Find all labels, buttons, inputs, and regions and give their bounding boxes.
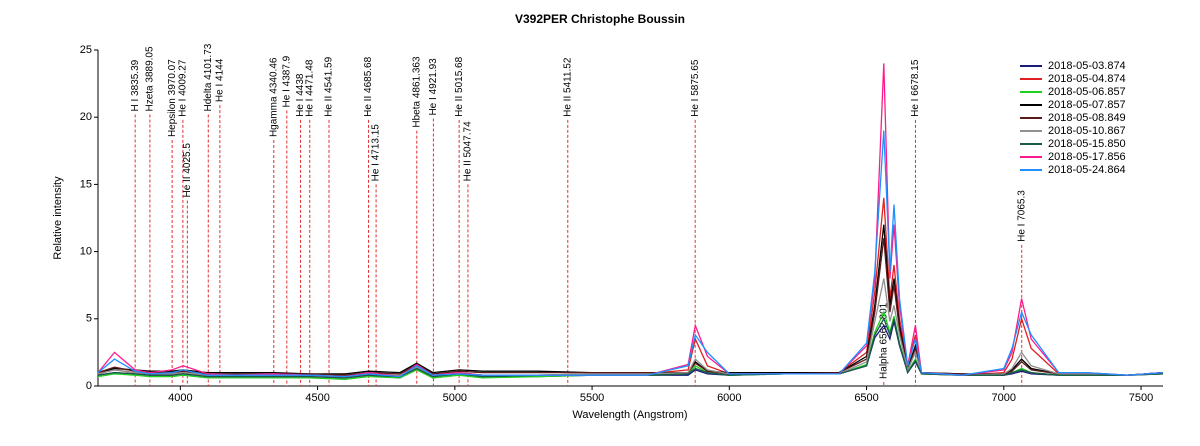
x-tick-label: 5000 [443, 392, 467, 404]
series-line [97, 224, 1164, 376]
y-tick-label: 20 [80, 111, 92, 123]
annotation-label: Hdelta 4101.73 [203, 43, 214, 111]
annotation-label: Hbeta 4861.363 [411, 56, 422, 128]
annotation-label: He II 5411.52 [562, 57, 573, 117]
annotation-label: Halpha 6562.801 [878, 302, 889, 379]
legend-label: 2018-05-10.867 [1048, 125, 1126, 137]
x-tick-label: 4000 [168, 392, 192, 404]
x-tick-label: 4500 [305, 392, 329, 404]
annotation-label: He I 4387.9 [281, 55, 292, 107]
legend-label: 2018-05-06.857 [1048, 86, 1126, 98]
y-tick-label: 0 [86, 380, 92, 392]
annotation-label: He I 4144 [215, 58, 226, 102]
annotation-label: He I 4471.48 [304, 59, 315, 117]
legend-label: 2018-05-08.849 [1048, 112, 1126, 124]
series-line [97, 130, 1164, 378]
annotation-label: H I 3835.39 [130, 59, 141, 111]
annotation-label: He I 4438 [295, 73, 306, 117]
annotation-label: He II 4025.5 [182, 143, 193, 198]
legend-label: 2018-05-03.874 [1048, 60, 1126, 72]
y-tick-label: 10 [80, 246, 92, 258]
annotation-label: Hzeta 3889.05 [145, 46, 156, 111]
legend-label: 2018-05-07.857 [1048, 99, 1126, 111]
x-tick-label: 6000 [717, 392, 741, 404]
annotation-label: He II 5015.68 [454, 56, 465, 116]
y-tick-label: 25 [80, 44, 92, 56]
chart-title: V392PER Christophe Boussin [515, 12, 685, 26]
x-tick-label: 7000 [992, 392, 1016, 404]
annotation-label: Hgamma 4340.46 [268, 57, 279, 137]
series-line [97, 238, 1164, 376]
annotation-label: Hepsilon 3970.07 [167, 59, 178, 137]
annotation-label: He I 4713.15 [371, 124, 382, 182]
series-line [97, 197, 1164, 378]
y-axis-label: Relative intensity [52, 176, 64, 260]
x-axis-label: Wavelength (Angstrom) [572, 409, 687, 421]
annotation-label: He II 4541.59 [324, 56, 335, 116]
annotation-label: He II 4685.68 [363, 56, 374, 116]
annotation-label: He I 6678.15 [910, 59, 921, 117]
x-tick-label: 6500 [854, 392, 878, 404]
legend-label: 2018-05-24.864 [1048, 164, 1126, 176]
y-tick-label: 15 [80, 178, 92, 190]
annotation-label: He I 5875.65 [690, 59, 701, 117]
legend-label: 2018-05-15.850 [1048, 138, 1126, 150]
annotation-label: He I 4009.27 [178, 59, 189, 117]
series-line [97, 278, 1164, 378]
x-tick-label: 5500 [580, 392, 604, 404]
legend-label: 2018-05-17.856 [1048, 151, 1126, 163]
x-tick-label: 7500 [1129, 392, 1153, 404]
annotation-label: He I 7065.3 [1016, 190, 1027, 242]
series-line [97, 63, 1164, 378]
annotation-label: He II 5047.74 [463, 121, 474, 181]
annotation-label: He I 4921.93 [428, 58, 439, 116]
legend-label: 2018-05-04.874 [1048, 73, 1126, 85]
y-tick-label: 5 [86, 313, 92, 325]
series-line [97, 317, 1164, 379]
